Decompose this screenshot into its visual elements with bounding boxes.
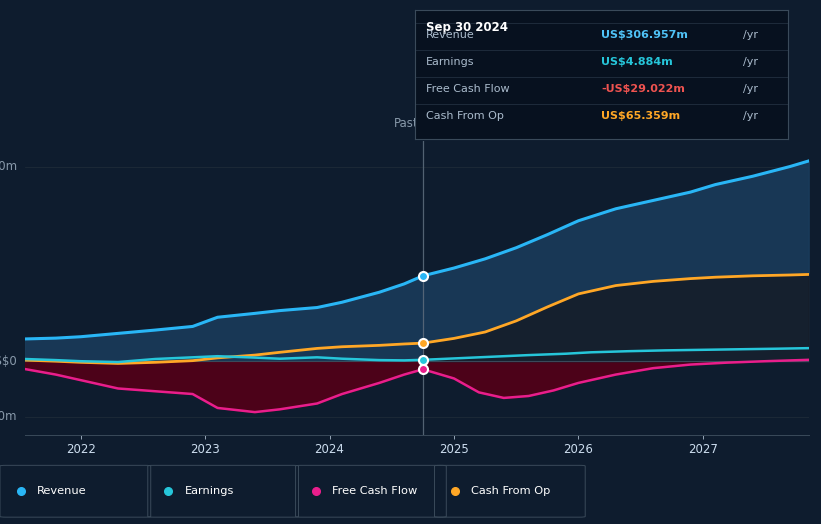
Text: -US$29.022m: -US$29.022m <box>601 84 686 94</box>
Text: Free Cash Flow: Free Cash Flow <box>426 84 510 94</box>
Text: -US$200m: -US$200m <box>0 410 16 423</box>
Text: Analysts Forecasts: Analysts Forecasts <box>427 117 537 130</box>
Text: Free Cash Flow: Free Cash Flow <box>333 486 417 496</box>
Text: /yr: /yr <box>743 30 759 40</box>
Text: US$4.884m: US$4.884m <box>601 57 673 67</box>
Text: /yr: /yr <box>743 111 759 121</box>
Text: Revenue: Revenue <box>37 486 86 496</box>
Text: Sep 30 2024: Sep 30 2024 <box>426 21 508 34</box>
Text: US$65.359m: US$65.359m <box>601 111 681 121</box>
Text: Revenue: Revenue <box>426 30 475 40</box>
Text: Earnings: Earnings <box>185 486 234 496</box>
Text: US$700m: US$700m <box>0 160 16 173</box>
Text: /yr: /yr <box>743 57 759 67</box>
Text: Past: Past <box>394 117 419 130</box>
Text: US$0: US$0 <box>0 355 16 368</box>
Text: US$306.957m: US$306.957m <box>601 30 688 40</box>
Text: /yr: /yr <box>743 84 759 94</box>
Text: Earnings: Earnings <box>426 57 475 67</box>
Text: Cash From Op: Cash From Op <box>426 111 504 121</box>
Text: Cash From Op: Cash From Op <box>471 486 551 496</box>
